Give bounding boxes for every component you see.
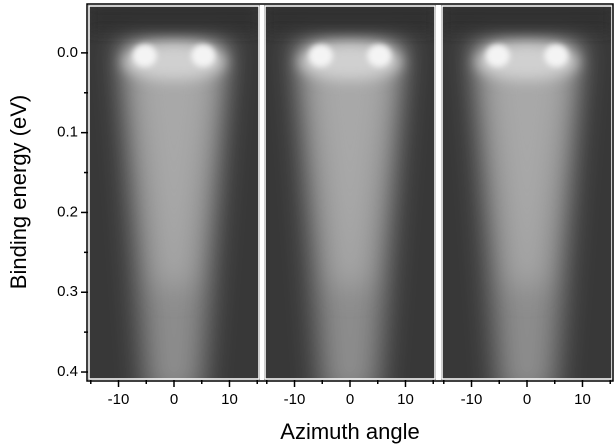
spot bbox=[485, 44, 510, 67]
intensity-map bbox=[88, 5, 260, 380]
spot bbox=[308, 44, 333, 67]
y-tick-label: 0.1 bbox=[57, 124, 78, 141]
x-tick-label: 10 bbox=[574, 391, 591, 408]
top-shade bbox=[264, 5, 436, 32]
frame bbox=[441, 5, 613, 380]
y-axis-label: Binding energy (eV) bbox=[6, 95, 31, 289]
top-shade bbox=[441, 5, 613, 32]
x-tick-label: 0 bbox=[170, 391, 178, 408]
x-tick-label: 0 bbox=[346, 391, 354, 408]
intensity-map bbox=[441, 5, 613, 380]
axes-frame bbox=[86, 3, 614, 382]
glow-core bbox=[307, 42, 393, 287]
spot bbox=[544, 44, 569, 67]
x-tick-label: 0 bbox=[523, 391, 531, 408]
y-tick-label: 0.3 bbox=[57, 283, 78, 300]
x-tick-label: -10 bbox=[461, 391, 483, 408]
spot bbox=[132, 44, 157, 67]
spot bbox=[367, 44, 392, 67]
top-shade bbox=[88, 5, 260, 32]
spot bbox=[191, 44, 216, 67]
x-tick-label: 10 bbox=[397, 391, 414, 408]
x-tick-label: -10 bbox=[108, 391, 130, 408]
y-tick-label: 0.0 bbox=[57, 44, 78, 61]
intensity-map bbox=[264, 5, 436, 380]
y-tick-label: 0.2 bbox=[57, 203, 78, 220]
glow-core bbox=[484, 42, 570, 287]
x-tick-label: -10 bbox=[284, 391, 306, 408]
x-tick-label: 10 bbox=[221, 391, 238, 408]
frame bbox=[88, 5, 260, 380]
y-tick-label: 0.4 bbox=[57, 363, 78, 380]
frame bbox=[264, 5, 436, 380]
x-axis-label: Azimuth angle bbox=[280, 419, 419, 444]
glow-core bbox=[131, 42, 217, 287]
